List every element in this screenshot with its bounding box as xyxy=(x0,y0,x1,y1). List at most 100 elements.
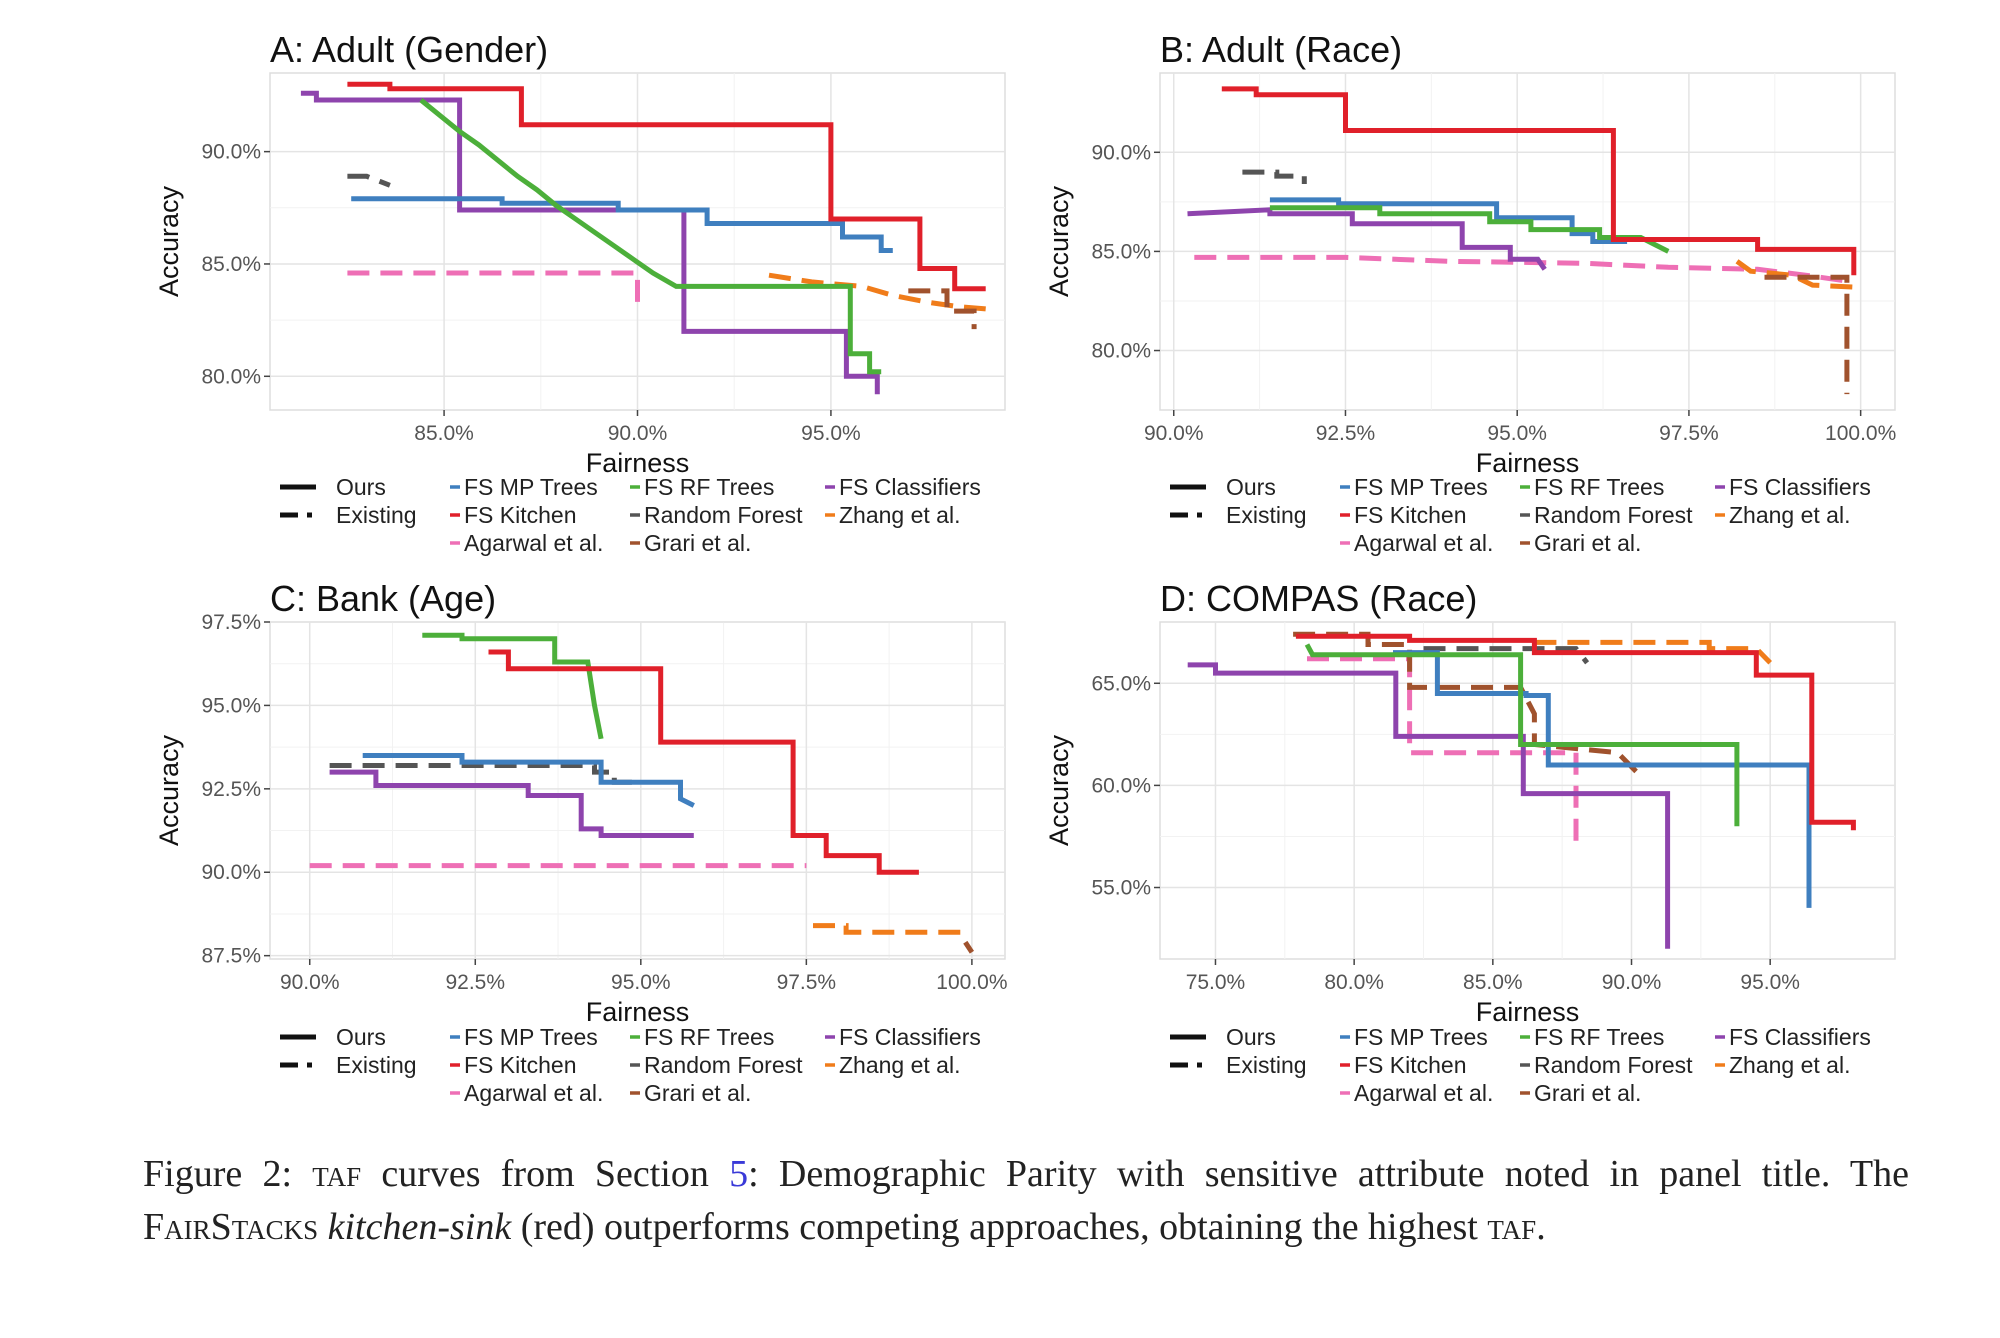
legend-label: Existing xyxy=(1226,1052,1307,1078)
series-line-agarwal-et-al xyxy=(1194,254,1848,284)
legend-label: Grari et al. xyxy=(644,530,751,556)
y-tick-label: 80.0% xyxy=(1091,340,1151,363)
legend-label: Ours xyxy=(336,474,386,500)
series-line-fs-kitchen xyxy=(347,81,986,292)
y-tick-label: 90.0% xyxy=(201,861,261,884)
legend-label: Agarwal et al. xyxy=(464,1080,603,1106)
y-tick-label: 90.0% xyxy=(201,141,261,164)
series-line-fs-mp-trees xyxy=(1393,650,1812,908)
x-tick-label: 90.0% xyxy=(608,422,668,445)
x-tick-label: 100.0% xyxy=(936,971,1007,994)
y-tick-label: 92.5% xyxy=(201,778,261,801)
y-axis-label: Accuracy xyxy=(1044,185,1074,297)
y-tick-label: 65.0% xyxy=(1091,672,1151,695)
legend-label: FS Kitchen xyxy=(464,502,577,528)
y-tick-label: 80.0% xyxy=(201,365,261,388)
legend-label: FS Classifiers xyxy=(1729,474,1871,500)
x-tick-label: 95.0% xyxy=(611,971,671,994)
x-tick-label: 92.5% xyxy=(1316,422,1376,445)
series-line-fs-classifiers xyxy=(1187,207,1547,271)
series-group xyxy=(309,632,974,954)
x-tick-label: 75.0% xyxy=(1186,971,1246,994)
x-tick-label: 92.5% xyxy=(445,971,505,994)
x-tick-label: 90.0% xyxy=(1144,422,1204,445)
series-line-fs-rf-trees xyxy=(1304,643,1740,827)
legend-label: Zhang et al. xyxy=(1729,1052,1850,1078)
caption-fairstacks: FairStacks xyxy=(143,1206,319,1248)
series-line-agarwal-et-al xyxy=(347,270,640,305)
legend-label: FS Classifiers xyxy=(839,474,981,500)
x-tick-label: 95.0% xyxy=(1740,971,1800,994)
section-reference-link[interactable]: 5 xyxy=(729,1153,749,1195)
y-tick-label: 60.0% xyxy=(1091,774,1151,797)
x-tick-label: 97.5% xyxy=(1659,422,1719,445)
x-tick-label: 100.0% xyxy=(1825,422,1896,445)
series-line-fs-classifiers xyxy=(329,769,694,838)
series-line-fs-classifiers xyxy=(1187,662,1671,949)
series-line-zhang-et-al xyxy=(1534,639,1772,665)
legend-label: Existing xyxy=(336,1052,417,1078)
chart-panel: 90.0% 92.5% 95.0% 97.5% 100.0% 80.0% 85.0% 90.0… xyxy=(1044,29,1896,556)
x-tick-label: 95.0% xyxy=(1487,422,1547,445)
figure-caption: Figure 2: taf curves from Section 5: Dem… xyxy=(143,1148,1909,1254)
caption-text: curves from Section xyxy=(361,1153,730,1195)
legend-label: Random Forest xyxy=(644,502,803,528)
legend-label: FS RF Trees xyxy=(1534,1024,1664,1050)
caption-kitchen-sink: kitchen-sink xyxy=(327,1206,512,1248)
caption-prefix: Figure 2: xyxy=(143,1153,313,1195)
series-group xyxy=(1187,86,1857,395)
legend-label: Random Forest xyxy=(1534,502,1693,528)
series-line-fs-kitchen xyxy=(1295,633,1856,831)
caption-text: : Demographic Parity with sensitive attr… xyxy=(748,1153,1909,1195)
y-tick-label: 55.0% xyxy=(1091,877,1151,900)
y-axis-label: Accuracy xyxy=(154,734,184,846)
x-axis-label: Fairness xyxy=(586,448,690,478)
legend-label: Grari et al. xyxy=(644,1080,751,1106)
legend-label: FS Classifiers xyxy=(839,1024,981,1050)
legend-label: Agarwal et al. xyxy=(464,530,603,556)
x-axis-label: Fairness xyxy=(1476,997,1580,1027)
caption-taf: taf xyxy=(1487,1206,1537,1248)
caption-suffix: . xyxy=(1536,1206,1546,1248)
x-tick-label: 80.0% xyxy=(1324,971,1384,994)
x-tick-label: 97.5% xyxy=(777,971,837,994)
x-tick-label: 90.0% xyxy=(280,971,340,994)
chart-panel: 90.0% 92.5% 95.0% 97.5% 100.0% 87.5% 90.0% 92.5… xyxy=(154,578,1008,1106)
caption-space xyxy=(318,1206,328,1248)
legend-label: Zhang et al. xyxy=(1729,502,1850,528)
legend-label: FS Kitchen xyxy=(464,1052,577,1078)
chart-title: B: Adult (Race) xyxy=(1160,29,1402,70)
chart-title: A: Adult (Gender) xyxy=(270,29,548,70)
plot-area xyxy=(1159,621,1896,960)
legend-label: Random Forest xyxy=(644,1052,803,1078)
caption-taf: taf xyxy=(312,1153,362,1195)
legend-label: FS MP Trees xyxy=(1354,1024,1488,1050)
legend-label: FS MP Trees xyxy=(464,1024,598,1050)
series-line-fs-mp-trees xyxy=(351,196,893,253)
legend-label: FS RF Trees xyxy=(644,474,774,500)
series-line-fs-mp-trees xyxy=(1269,197,1628,244)
legend-label: Grari et al. xyxy=(1534,530,1641,556)
x-axis-label: Fairness xyxy=(1476,448,1580,478)
legend-label: Agarwal et al. xyxy=(1354,1080,1493,1106)
legend-label: Ours xyxy=(1226,1024,1276,1050)
series-group xyxy=(300,81,986,395)
series-line-fs-rf-trees xyxy=(422,632,604,740)
x-tick-label: 85.0% xyxy=(1463,971,1523,994)
series-line-agarwal-et-al xyxy=(1307,656,1579,851)
y-axis-label: Accuracy xyxy=(154,185,184,297)
legend-label: Ours xyxy=(1226,474,1276,500)
chart-panel: 85.0% 90.0% 95.0% 80.0% 85.0% 90.0% A: Adult (… xyxy=(154,29,1006,556)
legend-label: FS RF Trees xyxy=(644,1024,774,1050)
series-line-fs-kitchen xyxy=(1221,86,1857,276)
y-tick-label: 87.5% xyxy=(201,945,261,968)
series-line-fs-kitchen xyxy=(488,649,919,875)
legend-label: Ours xyxy=(336,1024,386,1050)
legend-label: Zhang et al. xyxy=(839,502,960,528)
y-axis-label: Accuracy xyxy=(1044,734,1074,846)
y-tick-label: 85.0% xyxy=(201,253,261,276)
